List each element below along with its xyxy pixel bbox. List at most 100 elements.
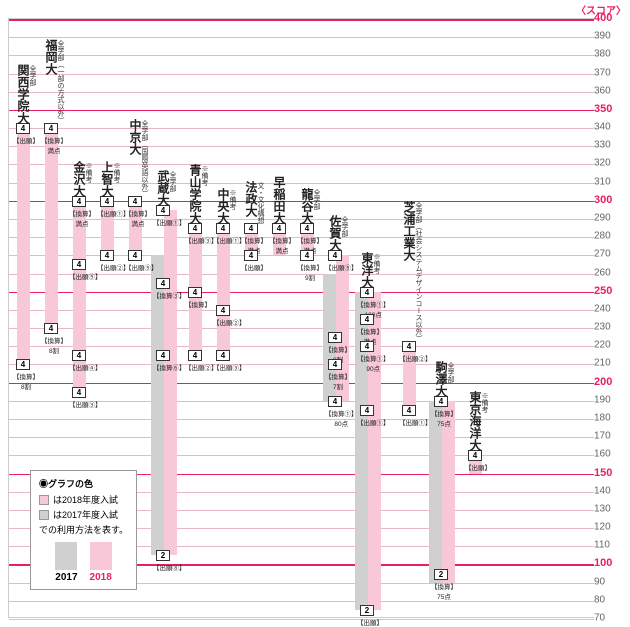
marker-label: 【換算①】80点	[325, 408, 358, 428]
university-name: 中央大	[217, 188, 229, 224]
y-axis-label: 90	[594, 576, 626, 587]
gridline	[9, 292, 594, 294]
marker-label: 【出願①】	[399, 417, 432, 427]
y-axis-label: 160	[594, 449, 626, 460]
y-axis-label: 180	[594, 413, 626, 424]
gridline	[9, 74, 594, 75]
score-marker: 4	[244, 223, 258, 234]
university-sub: 全学部	[169, 171, 176, 206]
university-sub: ※備考	[481, 392, 488, 451]
score-marker: 4	[156, 278, 170, 289]
y-axis-label: 150	[594, 467, 626, 479]
bar-2017	[151, 255, 164, 555]
gridline	[9, 19, 594, 21]
gridline	[9, 92, 594, 93]
marker-label: 【出願⑤】	[125, 262, 158, 272]
university-name: 駒澤大	[435, 361, 447, 397]
score-marker: 4	[328, 396, 342, 407]
marker-label: 【出願】	[13, 135, 39, 145]
legend-swatch-2017	[39, 510, 49, 520]
score-marker: 4	[188, 350, 202, 361]
university-name: 芝浦工業大	[403, 201, 415, 342]
y-axis-label: 120	[594, 522, 626, 533]
score-marker: 4	[188, 287, 202, 298]
university-name-group: 佐賀大全学部	[329, 215, 348, 251]
score-marker: 4	[328, 332, 342, 343]
y-axis-label: 300	[594, 194, 626, 206]
y-axis-label: 140	[594, 485, 626, 496]
y-axis-label: 350	[594, 103, 626, 115]
score-marker: 4	[360, 287, 374, 298]
y-axis-label: 210	[594, 358, 626, 369]
university-sub: 全学部	[313, 189, 320, 224]
university-sub: 全学部	[447, 362, 454, 397]
gridline	[9, 183, 594, 184]
university-sub: ※備考	[229, 189, 236, 224]
gridline	[9, 346, 594, 347]
y-axis-label: 190	[594, 394, 626, 405]
score-marker: 4	[360, 314, 374, 325]
chart-container: 〈スコア〉 関西学院大全学部4【出願】4【換算】8割福岡大全学部（一部の方式以外…	[0, 0, 630, 626]
legend-row-2018: は2018年度入試	[39, 493, 128, 506]
bar-2018	[164, 210, 177, 555]
university-sub: ※備考	[201, 165, 208, 224]
marker-label: 【換算】75点	[431, 408, 457, 428]
legend-row-2017: は2017年度入試	[39, 508, 128, 521]
y-axis-label: 330	[594, 140, 626, 151]
university-name: 青山学院大	[189, 164, 201, 224]
y-axis-label: 80	[594, 594, 626, 605]
y-axis-label: 360	[594, 85, 626, 96]
score-marker: 4	[216, 305, 230, 316]
legend-bar-2018: 2018	[90, 542, 112, 583]
score-marker: 4	[402, 405, 416, 416]
marker-label: 【換算】	[185, 299, 211, 309]
y-axis-label: 310	[594, 176, 626, 187]
marker-label: 【換算】8割	[41, 335, 67, 355]
y-axis-label: 170	[594, 431, 626, 442]
y-axis-label: 110	[594, 540, 626, 551]
university-name: 龍谷大	[301, 188, 313, 224]
university-name: 上智大	[101, 161, 113, 197]
score-marker: 2	[156, 550, 170, 561]
score-marker: 2	[434, 569, 448, 580]
y-axis-label: 70	[594, 613, 626, 624]
marker-label: 【出願②】	[213, 317, 246, 327]
marker-label: 【出願⑤】	[69, 271, 102, 281]
university-name-group: 関西学院大全学部	[17, 64, 36, 124]
y-axis-label: 390	[594, 31, 626, 42]
legend-bar-2017: 2017	[55, 542, 77, 583]
gridline	[9, 328, 594, 329]
marker-label: 【出願③】	[213, 362, 246, 372]
university-name-group: 中京大全学部（国際英語以外）	[129, 119, 148, 197]
university-name: 福岡大	[45, 39, 57, 124]
gridline	[9, 601, 594, 602]
score-marker: 4	[328, 250, 342, 261]
score-marker: 4	[72, 196, 86, 207]
university-name-group: 上智大※備考	[101, 161, 120, 197]
university-name-group: 東京海洋大※備考	[469, 391, 488, 451]
score-marker: 4	[72, 259, 86, 270]
y-axis-label: 270	[594, 249, 626, 260]
y-axis-label: 380	[594, 49, 626, 60]
university-sub: ※備考	[113, 162, 120, 197]
marker-label: 【出願③】	[69, 399, 102, 409]
university-name: 金沢大	[73, 161, 85, 197]
university-name: 東洋大	[361, 252, 373, 288]
y-axis-label: 240	[594, 303, 626, 314]
legend-box: ◉グラフの色 は2018年度入試 は2017年度入試 での利用方法を表す。 20…	[30, 470, 137, 590]
gridline	[9, 419, 594, 420]
score-marker: 4	[156, 350, 170, 361]
marker-label: 【換算】満点	[41, 135, 67, 155]
university-name: 関西学院大	[17, 64, 29, 124]
score-marker: 4	[402, 341, 416, 352]
y-axis-label: 320	[594, 158, 626, 169]
legend-title: ◉グラフの色	[39, 477, 128, 490]
marker-label: 【出願⑧】	[153, 562, 186, 572]
legend-swatch-2018	[39, 495, 49, 505]
score-marker: 4	[188, 223, 202, 234]
y-axis-label: 230	[594, 322, 626, 333]
university-name-group: 中央大※備考	[217, 188, 236, 224]
university-sub: 全学部（一部の方式以外）	[57, 40, 64, 124]
y-axis-label: 250	[594, 285, 626, 297]
university-name-group: 福岡大全学部（一部の方式以外）	[45, 39, 64, 124]
